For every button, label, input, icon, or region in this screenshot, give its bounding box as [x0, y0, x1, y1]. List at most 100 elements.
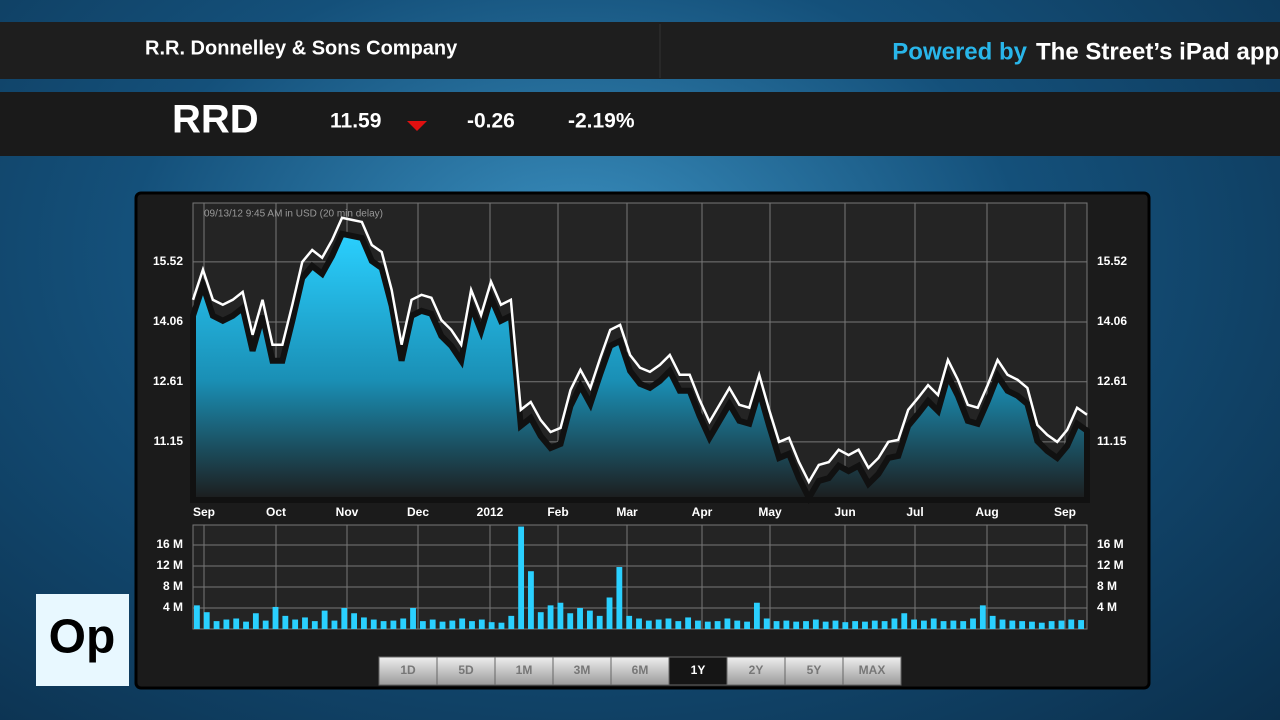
range-button-label[interactable]: 1M	[516, 663, 533, 677]
x-tick-label: Nov	[336, 505, 359, 519]
volume-bar	[999, 619, 1006, 629]
volume-bar	[439, 621, 446, 629]
volume-bar	[586, 610, 593, 629]
volume-bar	[724, 618, 731, 629]
chart-layer: 11.15 11.15 12.61 12.61 14.06 14.06 15.52 15.52…	[153, 203, 1127, 686]
volume-bar	[478, 619, 485, 629]
volume-bar	[361, 617, 367, 629]
volume-bar	[695, 620, 701, 629]
logo: Op	[49, 611, 116, 664]
y-tick-label: 8 M	[163, 579, 183, 593]
volume-bar	[665, 618, 672, 629]
volume-bar	[842, 622, 849, 629]
x-tick-label: May	[758, 505, 782, 519]
y-tick-label: 11.15	[154, 434, 184, 448]
range-button[interactable]	[494, 656, 554, 686]
volume-bar	[400, 618, 407, 629]
volume-bar	[920, 620, 927, 629]
price-line	[191, 216, 1088, 485]
volume-bar	[410, 607, 416, 629]
volume-bar	[528, 571, 534, 629]
range-button[interactable]	[436, 656, 496, 686]
volume-bar	[1019, 621, 1026, 629]
x-tick-label: Apr	[692, 505, 713, 519]
y-tick-label: 4 M	[163, 600, 183, 614]
x-tick-label: Feb	[547, 505, 568, 519]
volume-bar	[1038, 622, 1045, 629]
range-button-label[interactable]: MAX	[859, 663, 886, 677]
volume-bar	[321, 610, 328, 629]
volume-bar	[311, 621, 318, 629]
timestamp: 09/13/12 9:45 AM in USD (20 min delay)	[204, 209, 383, 220]
y-tick-label-right: 12 M	[1097, 558, 1124, 572]
volume-bar	[557, 602, 564, 629]
volume-bar	[596, 615, 603, 629]
volume-bar	[488, 622, 495, 629]
volume-bar	[351, 613, 358, 629]
volume-bar	[341, 607, 348, 629]
volume-bar	[636, 618, 642, 629]
volume-bar	[862, 621, 868, 629]
range-button-label[interactable]: 1D	[400, 663, 416, 677]
volume-bar	[940, 621, 947, 629]
volume-bar	[930, 618, 937, 629]
volume-bar	[567, 613, 574, 629]
volume-bar	[970, 618, 976, 629]
range-button-label[interactable]: 5Y	[807, 663, 822, 677]
volume-bar	[675, 621, 682, 629]
volume-bar	[911, 619, 917, 629]
volume-bar	[449, 620, 456, 629]
x-tick-label: Sep	[193, 505, 215, 519]
y-tick-label-right: 16 M	[1097, 537, 1124, 551]
volume-bar	[203, 612, 210, 629]
volume-bar	[469, 621, 475, 629]
volume-bar	[763, 618, 770, 629]
volume-bar	[1009, 620, 1016, 629]
y-tick-label-right: 14.06	[1097, 314, 1127, 328]
volume-bar	[547, 605, 554, 629]
x-tick-label: Sep	[1054, 505, 1076, 519]
y-tick-label-right: 11.15	[1097, 434, 1127, 448]
volume-bar	[194, 605, 200, 629]
ticker: RRD	[172, 98, 259, 142]
volume-bar	[606, 597, 613, 629]
volume-bar	[704, 621, 711, 629]
volume-bar	[213, 621, 220, 629]
company-name: R.R. Donnelley & Sons Company	[145, 37, 458, 59]
volume-bar	[626, 615, 633, 629]
y-tick-label: 12 M	[156, 558, 183, 572]
volume-bar	[282, 615, 289, 629]
price-area	[190, 230, 1090, 505]
volume-bar	[537, 612, 544, 629]
range-button-label[interactable]: 3M	[574, 663, 591, 677]
range-button[interactable]	[552, 656, 612, 686]
range-button-label[interactable]: 2Y	[749, 663, 764, 677]
range-button-label[interactable]: 6M	[632, 663, 649, 677]
volume-bar	[243, 621, 249, 629]
volume-bar	[1068, 619, 1075, 629]
volume-bar	[783, 620, 790, 629]
volume-bar	[292, 619, 299, 629]
volume-bar	[979, 605, 986, 629]
range-button-label[interactable]: 5D	[458, 663, 474, 677]
x-tick-label: Jun	[834, 505, 855, 519]
app-name: The Street’s iPad app	[1036, 38, 1279, 65]
volume-bar	[812, 619, 819, 629]
volume-bar	[577, 607, 583, 629]
x-tick-label: Oct	[266, 505, 286, 519]
x-tick-label: Aug	[975, 505, 998, 519]
y-tick-label-right: 15.52	[1097, 254, 1127, 268]
volume-bar	[960, 621, 967, 629]
y-tick-label: 15.52	[153, 254, 183, 268]
volume-bar	[262, 620, 269, 629]
volume-bar	[773, 621, 780, 629]
range-button[interactable]	[784, 656, 844, 686]
volume-bar	[429, 619, 436, 629]
range-button-label[interactable]: 1Y	[691, 663, 706, 677]
volume-bar	[832, 620, 839, 629]
y-tick-label-right: 4 M	[1097, 600, 1117, 614]
volume-bar	[302, 617, 308, 629]
volume-bar	[714, 621, 721, 629]
range-button[interactable]	[378, 656, 438, 686]
range-button[interactable]	[842, 656, 902, 686]
